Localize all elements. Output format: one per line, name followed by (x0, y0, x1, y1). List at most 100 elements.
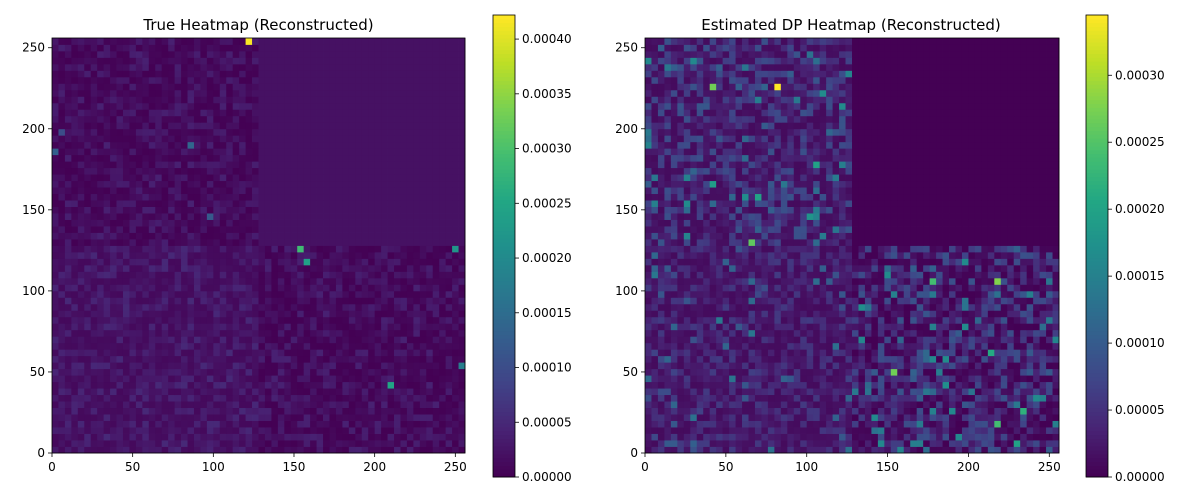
heatmap-cell (258, 193, 266, 201)
heatmap-cell (77, 122, 85, 130)
heatmap-cell (348, 38, 356, 45)
colorbar-segment (493, 161, 515, 166)
heatmap-cell (284, 349, 292, 357)
heatmap-cell (432, 342, 440, 350)
heatmap-cell (200, 310, 208, 318)
heatmap-cell (929, 381, 937, 389)
colorbar-segment (493, 215, 515, 220)
heatmap-cell (651, 446, 659, 454)
heatmap-cell (955, 414, 963, 421)
heatmap-cell (277, 433, 285, 441)
heatmap-cell (290, 76, 298, 84)
heatmap-cell (374, 102, 382, 110)
heatmap-cell (303, 433, 311, 441)
heatmap-cell (323, 349, 330, 357)
heatmap-cell (97, 277, 105, 285)
heatmap-cell (968, 381, 976, 389)
heatmap-cell (245, 277, 253, 285)
heatmap-cell (200, 115, 208, 123)
heatmap-cell (439, 57, 447, 65)
heatmap-cell (155, 63, 163, 71)
heatmap-cell (348, 297, 356, 305)
heatmap-cell (361, 362, 369, 370)
heatmap-cell (335, 38, 343, 45)
heatmap-cell (458, 310, 466, 318)
heatmap-cell (342, 440, 350, 447)
heatmap-cell (252, 63, 259, 71)
heatmap-cell (735, 433, 743, 441)
heatmap-cell (252, 271, 259, 279)
heatmap-cell (258, 394, 266, 402)
heatmap-cell (432, 174, 440, 182)
heatmap-cell (432, 206, 440, 214)
heatmap-cell (277, 258, 285, 266)
heatmap-cell (832, 420, 840, 428)
heatmap-cell (245, 135, 253, 143)
heatmap-cell (174, 355, 182, 363)
heatmap-cell (310, 187, 317, 195)
heatmap-cell (342, 206, 350, 214)
heatmap-cell (374, 57, 382, 65)
heatmap-cell (1033, 414, 1040, 421)
heatmap-cell (64, 284, 72, 292)
heatmap-cell (361, 154, 369, 162)
heatmap-cell (297, 264, 305, 272)
heatmap-cell (787, 446, 795, 454)
heatmap-cell (368, 161, 376, 169)
colorbar-segment (493, 434, 515, 439)
heatmap-cell (135, 245, 143, 253)
heatmap-cell (52, 388, 59, 396)
heatmap-cell (219, 277, 227, 285)
heatmap-cell (206, 284, 214, 292)
heatmap-cell (129, 102, 137, 110)
heatmap-cell (213, 355, 221, 363)
heatmap-cell (335, 368, 343, 376)
heatmap-cell (181, 388, 188, 396)
heatmap-cell (310, 213, 317, 220)
heatmap-cell (394, 109, 401, 117)
heatmap-cell (419, 167, 427, 175)
heatmap-cell (419, 141, 427, 149)
heatmap-cell (232, 63, 240, 71)
heatmap-cell (426, 258, 434, 266)
heatmap-cell (832, 440, 840, 447)
heatmap-cell (239, 44, 246, 52)
heatmap-cell (323, 388, 330, 396)
heatmap-cell (303, 128, 311, 136)
heatmap-cell (232, 96, 240, 104)
heatmap-cell (271, 284, 279, 292)
heatmap-cell (374, 83, 382, 91)
heatmap-cell (90, 329, 98, 337)
heatmap-cell (200, 206, 208, 214)
heatmap-cell (77, 83, 85, 91)
heatmap-cell (135, 167, 143, 175)
heatmap-cell (703, 407, 711, 415)
heatmap-cell (329, 122, 337, 130)
heatmap-cell (342, 89, 350, 97)
heatmap-cell (181, 271, 188, 279)
heatmap-cell (264, 50, 272, 58)
heatmap-cell (800, 394, 808, 402)
heatmap-cell (335, 193, 343, 201)
heatmap-cell (232, 232, 240, 240)
heatmap-cell (406, 115, 414, 123)
heatmap-cell (52, 316, 59, 324)
heatmap-cell (955, 388, 963, 396)
heatmap-cell (729, 414, 736, 421)
heatmap-cell (116, 440, 124, 447)
heatmap-cell (200, 50, 208, 58)
heatmap-cell (368, 297, 376, 305)
heatmap-cell (690, 427, 698, 434)
heatmap-cell (329, 109, 337, 117)
heatmap-cell (252, 264, 259, 272)
heatmap-cell (310, 232, 317, 240)
heatmap-cell (258, 271, 266, 279)
heatmap-cell (219, 180, 227, 188)
heatmap-cell (1026, 433, 1034, 441)
heatmap-cell (348, 271, 356, 279)
heatmap-cell (387, 70, 395, 78)
heatmap-cell (394, 167, 401, 175)
heatmap-cell (155, 245, 163, 253)
heatmap-cell (129, 297, 137, 305)
heatmap-cell (426, 336, 434, 344)
